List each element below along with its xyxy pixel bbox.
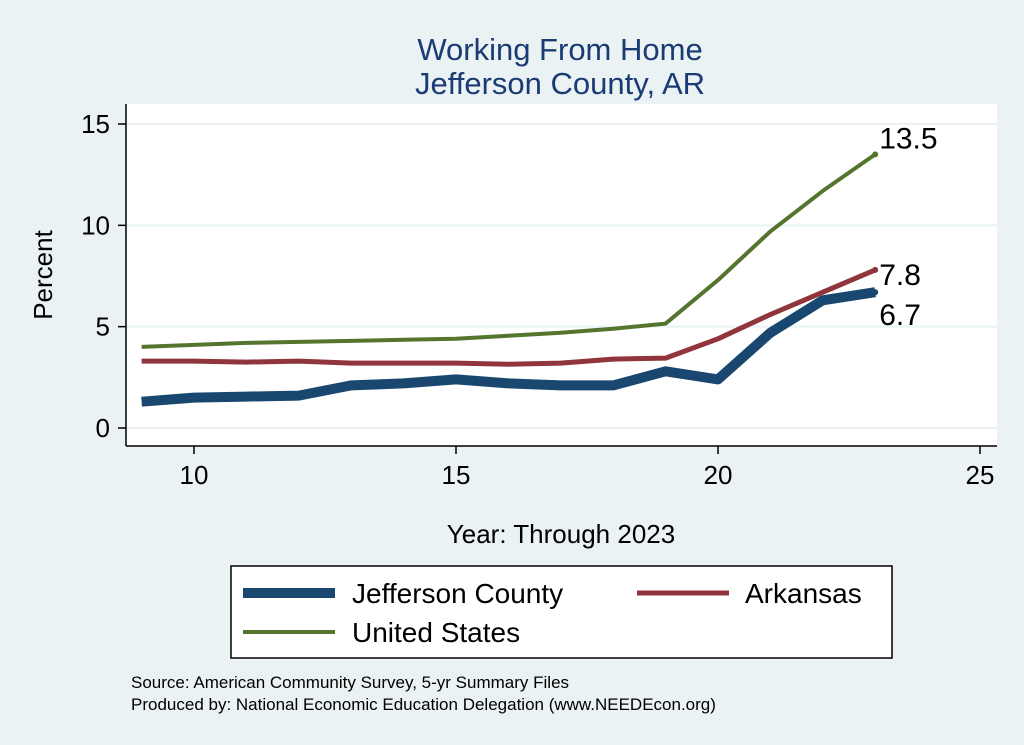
legend-label: Jefferson County (352, 578, 563, 609)
end-point (872, 151, 879, 158)
x-tick-label: 25 (966, 460, 995, 490)
chart-title-block: Working From Home Jefferson County, AR (415, 32, 705, 101)
end-point (872, 266, 879, 273)
x-tick-label: 10 (180, 460, 209, 490)
end-label: 7.8 (879, 259, 921, 292)
legend-label: United States (352, 617, 520, 648)
legend-items: Jefferson County Arkansas United States (243, 578, 862, 648)
x-tick-label: 20 (704, 460, 733, 490)
series-line-arkansas (141, 267, 877, 367)
source-note: Source: American Community Survey, 5-yr … (131, 673, 569, 692)
legend-label: Arkansas (745, 578, 862, 609)
y-tick-label: 5 (96, 312, 110, 342)
y-axis-title: Percent (28, 229, 58, 319)
x-axis-ticks: 10 15 20 25 (180, 446, 995, 490)
chart-title: Working From Home (417, 32, 702, 67)
chart-subtitle: Jefferson County, AR (415, 66, 705, 101)
y-tick-label: 10 (81, 210, 110, 240)
series-line-united-states (141, 152, 877, 349)
series-lines (141, 151, 879, 407)
legend-box (230, 565, 893, 659)
grid-lines (126, 123, 997, 429)
x-axis-title: Year: Through 2023 (447, 519, 675, 549)
end-labels: 6.7 7.8 13.5 (879, 122, 937, 332)
producer-note: Produced by: National Economic Education… (131, 695, 716, 714)
y-tick-label: 15 (81, 109, 110, 139)
series-line-jefferson-county (141, 287, 876, 407)
x-tick-label: 15 (442, 460, 471, 490)
y-axis-ticks: 0 5 10 15 (81, 109, 126, 443)
end-point (872, 289, 879, 296)
end-label: 6.7 (879, 299, 921, 332)
y-tick-label: 0 (96, 413, 110, 443)
end-label: 13.5 (879, 122, 937, 155)
legend: Jefferson County Arkansas United States (230, 565, 893, 659)
